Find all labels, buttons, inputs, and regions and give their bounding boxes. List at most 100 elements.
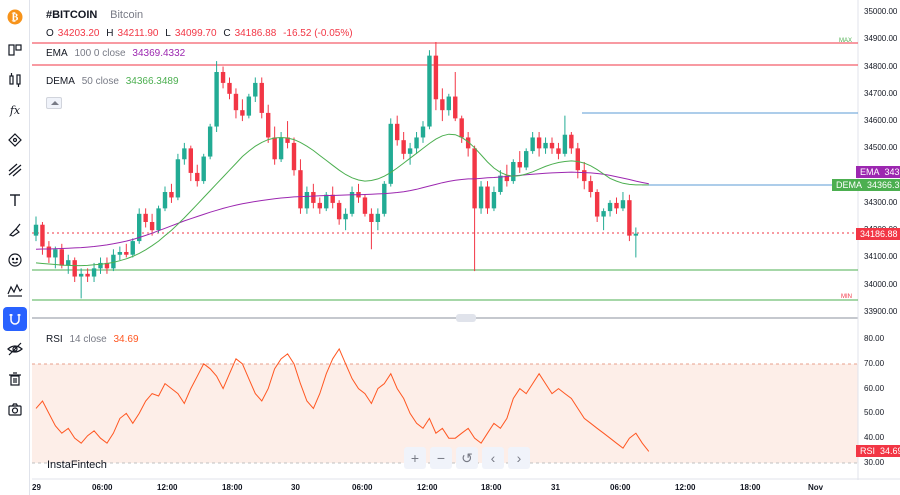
- ema-tag-name: EMA: [860, 167, 880, 177]
- symbol-legend: #BITCOIN Bitcoin: [46, 9, 147, 21]
- bitcoin-logo: ₿: [3, 5, 27, 29]
- candle-body: [569, 134, 574, 149]
- magnet-icon[interactable]: [3, 307, 27, 331]
- candle-body: [253, 82, 258, 97]
- candle-body: [414, 137, 419, 149]
- price-axis-label: 35000.00: [864, 7, 898, 16]
- rsi-axis-label: 40.00: [864, 433, 885, 443]
- candle-body: [594, 192, 600, 217]
- time-axis-label: 12:00: [157, 483, 178, 492]
- chart-layout-icon[interactable]: [3, 38, 27, 62]
- ema-legend[interactable]: EMA 100 0 close 34369.4332: [46, 48, 189, 59]
- dema-price-tag: DEMA 34366.35: [832, 179, 900, 191]
- candle-body: [511, 162, 516, 182]
- candle-body: [369, 213, 374, 222]
- candle-body: [433, 55, 439, 100]
- candle-body: [53, 249, 58, 258]
- candle-body: [427, 55, 432, 127]
- candle-body: [633, 233, 639, 236]
- zoom-out-button[interactable]: −: [430, 447, 452, 469]
- candle-body: [91, 268, 97, 277]
- ohlc-high: 34211.90: [117, 28, 159, 39]
- ema-label: EMA: [46, 48, 68, 59]
- price-axis-label: 34000.00: [864, 279, 898, 289]
- time-axis-label: 18:00: [740, 483, 761, 492]
- ohlc-close: 34186.88: [234, 28, 277, 39]
- price-axis-label: 34800.00: [864, 61, 898, 71]
- node-icon[interactable]: [3, 128, 27, 152]
- brush-icon[interactable]: [3, 218, 27, 242]
- svg-text:₿: ₿: [12, 12, 19, 24]
- candle-body: [401, 140, 406, 154]
- candle-body: [465, 137, 471, 149]
- candle-icon[interactable]: [3, 68, 27, 92]
- candle-body: [175, 159, 181, 198]
- chart-nav-controls: + − ↺ ‹ ›: [404, 447, 530, 469]
- candle-body: [517, 162, 522, 168]
- candle-body: [388, 123, 393, 184]
- candle-body: [266, 112, 271, 138]
- rsi-legend[interactable]: RSI 14 close 34.69: [46, 334, 143, 345]
- text-icon[interactable]: [3, 188, 27, 212]
- candle-body: [291, 142, 297, 171]
- candle-body: [614, 202, 619, 209]
- candle-body: [330, 194, 335, 203]
- candle-body: [278, 137, 284, 160]
- candle-body: [375, 213, 381, 222]
- ema-price-tag: EMA 34369.43: [856, 166, 900, 178]
- candle-body: [78, 273, 84, 277]
- scroll-right-button[interactable]: ›: [508, 447, 530, 469]
- candle-body: [40, 224, 45, 247]
- camera-icon[interactable]: [3, 397, 27, 421]
- ema-tag-value: 34369.43: [884, 167, 900, 177]
- rsi-axis-label: 30.00: [864, 458, 885, 467]
- reset-button[interactable]: ↺: [456, 447, 478, 469]
- candle-body: [607, 202, 613, 212]
- ohlc-open-key: O: [46, 28, 54, 39]
- dema-tag-name: DEMA: [836, 180, 863, 190]
- time-axis-label: Nov: [808, 483, 824, 492]
- candle-body: [298, 170, 303, 209]
- candle-body: [117, 252, 123, 255]
- min-marker: MIN: [841, 294, 852, 300]
- pane-resize-handle[interactable]: [456, 314, 476, 322]
- ohlc-high-key: H: [106, 28, 114, 39]
- candle-body: [620, 200, 626, 209]
- price-axis-label: 34300.00: [864, 197, 898, 207]
- collapse-legend-button[interactable]: [46, 97, 62, 109]
- candle-body: [543, 142, 548, 149]
- rsi-axis-label: 70.00: [864, 358, 885, 368]
- candle-body: [504, 175, 510, 182]
- candle-body: [601, 211, 606, 217]
- scroll-left-button[interactable]: ‹: [482, 447, 504, 469]
- eye-off-icon[interactable]: [3, 337, 27, 361]
- emoji-icon[interactable]: [3, 248, 27, 272]
- ema-params: 100 0 close: [74, 48, 126, 59]
- candle-body: [440, 99, 445, 111]
- rsi-axis-label: 80.00: [864, 334, 885, 343]
- wave-icon[interactable]: [3, 278, 27, 302]
- candle-body: [130, 241, 135, 255]
- time-axis-label: 12:00: [417, 483, 438, 492]
- rsi-price-tag: RSI 34.69: [856, 445, 900, 457]
- dema-value: 34366.3489: [125, 76, 179, 87]
- candle-body: [472, 148, 477, 209]
- zoom-in-button[interactable]: +: [404, 447, 426, 469]
- ema-value: 34369.4332: [132, 48, 186, 59]
- ohlc-low-key: L: [165, 28, 171, 39]
- candle-body: [485, 186, 490, 209]
- time-axis-label: 06:00: [610, 483, 631, 492]
- candle-body: [453, 96, 458, 119]
- candle-body: [137, 213, 142, 242]
- trash-icon[interactable]: [3, 367, 27, 391]
- ohlc-legend: O 34203.20 H 34211.90 L 34099.70 C 34186.88 …: [46, 28, 357, 39]
- time-axis-label: 18:00: [481, 483, 502, 492]
- candle-body: [575, 148, 580, 171]
- fx-icon[interactable]: fx: [3, 98, 27, 122]
- trend-lines-icon[interactable]: [3, 158, 27, 182]
- candle-body: [85, 273, 90, 277]
- candle-body: [149, 222, 155, 231]
- price-axis-label: 34900.00: [864, 34, 898, 44]
- dema-legend[interactable]: DEMA 50 close 34366.3489: [46, 76, 183, 87]
